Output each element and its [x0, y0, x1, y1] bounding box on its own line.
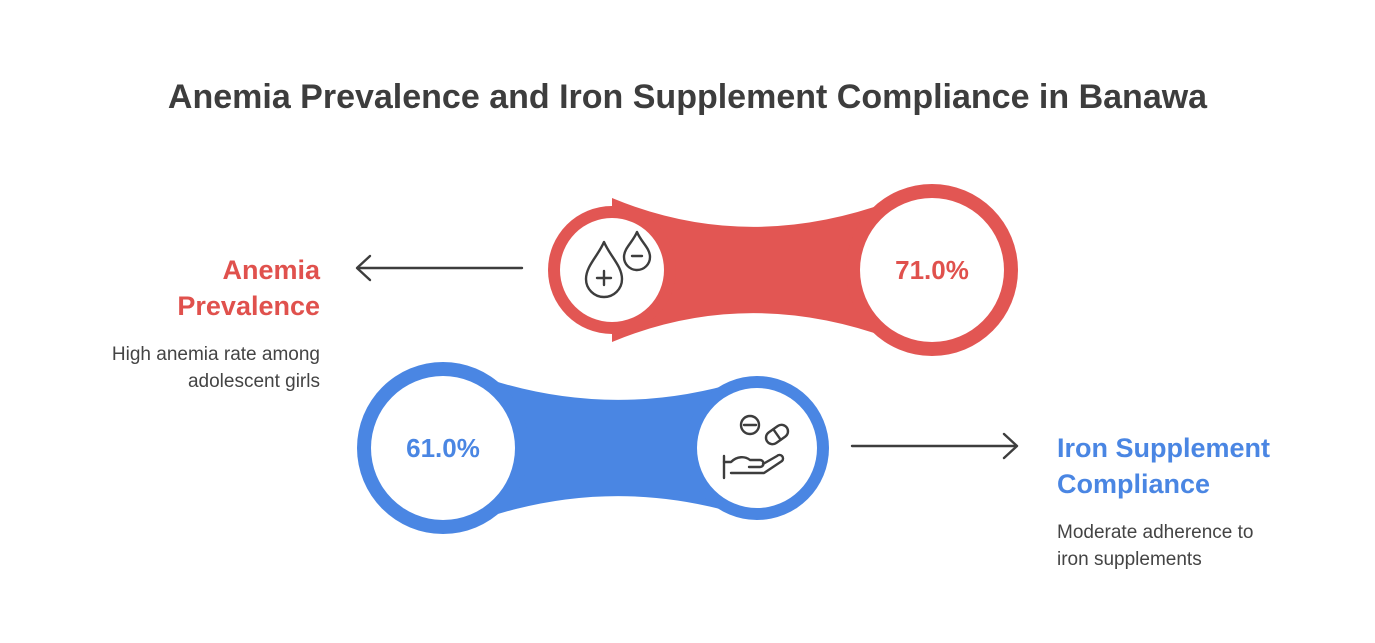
iron-value: 61.0% — [406, 433, 480, 463]
hand-with-pills-icon — [722, 414, 790, 480]
anemia-label: Anemia Prevalence — [177, 255, 320, 321]
page-title: Anemia Prevalence and Iron Supplement Co… — [167, 78, 1208, 116]
anemia-value: 71.0% — [895, 255, 969, 285]
iron-label: Iron Supplement Compliance — [1057, 433, 1271, 499]
iron-description: Moderate adherence to iron supplements — [1057, 522, 1254, 570]
anemia-arrow — [355, 254, 524, 282]
iron-connector — [357, 362, 829, 534]
anemia-connector — [548, 184, 1018, 356]
blood-drops-plus-minus-icon — [584, 230, 652, 299]
anemia-description: High anemia rate among adolescent girls — [111, 344, 320, 392]
iron-arrow — [850, 432, 1019, 460]
